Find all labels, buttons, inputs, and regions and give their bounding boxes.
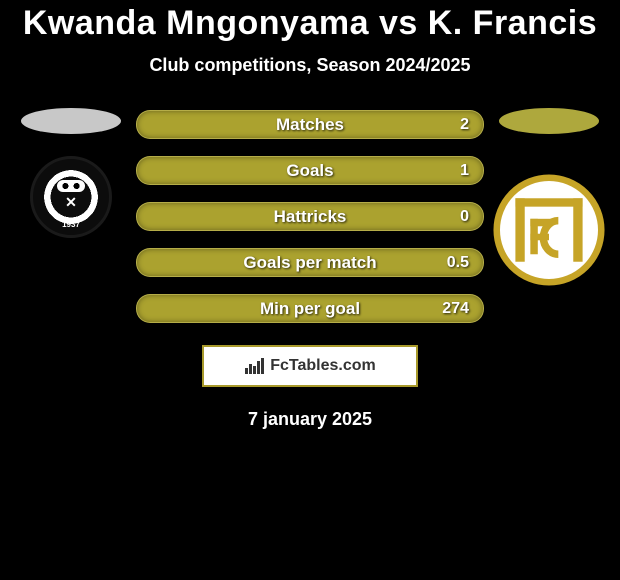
date-line: 7 january 2025 — [0, 409, 620, 430]
left-club-crest: 1937 — [30, 156, 112, 238]
page-title: Kwanda Mngonyama vs K. Francis — [0, 4, 620, 43]
left-club-year: 1937 — [62, 220, 80, 229]
right-club-crest — [493, 174, 605, 286]
left-player-ellipse — [21, 108, 121, 134]
stat-label: Matches — [276, 115, 344, 135]
stat-value: 0 — [460, 208, 469, 226]
source-badge: FcTables.com — [202, 345, 418, 387]
subtitle: Club competitions, Season 2024/2025 — [0, 55, 620, 76]
stat-bar-min-per-goal: Min per goal 274 — [136, 294, 484, 323]
chart-bars-icon — [244, 357, 266, 375]
badge-text: FcTables.com — [270, 357, 376, 375]
stat-bar-goals-per-match: Goals per match 0.5 — [136, 248, 484, 277]
stat-label: Goals — [286, 161, 333, 181]
stat-label: Min per goal — [260, 299, 360, 319]
stat-value: 274 — [442, 300, 469, 318]
infographic-container: Kwanda Mngonyama vs K. Francis Club comp… — [0, 0, 620, 430]
stats-column: Matches 2 Goals 1 Hattricks 0 Goals per … — [136, 108, 484, 323]
stat-bar-hattricks: Hattricks 0 — [136, 202, 484, 231]
right-player-ellipse — [499, 108, 599, 134]
stat-value: 0.5 — [447, 254, 469, 272]
stat-value: 2 — [460, 116, 469, 134]
stat-value: 1 — [460, 162, 469, 180]
stat-bar-matches: Matches 2 — [136, 110, 484, 139]
main-row: 1937 Matches 2 Goals 1 Hattricks 0 Goals… — [0, 108, 620, 323]
right-column — [494, 108, 604, 286]
stat-label: Hattricks — [274, 207, 347, 227]
stat-bar-goals: Goals 1 — [136, 156, 484, 185]
stat-label: Goals per match — [243, 253, 376, 273]
left-column: 1937 — [16, 108, 126, 238]
